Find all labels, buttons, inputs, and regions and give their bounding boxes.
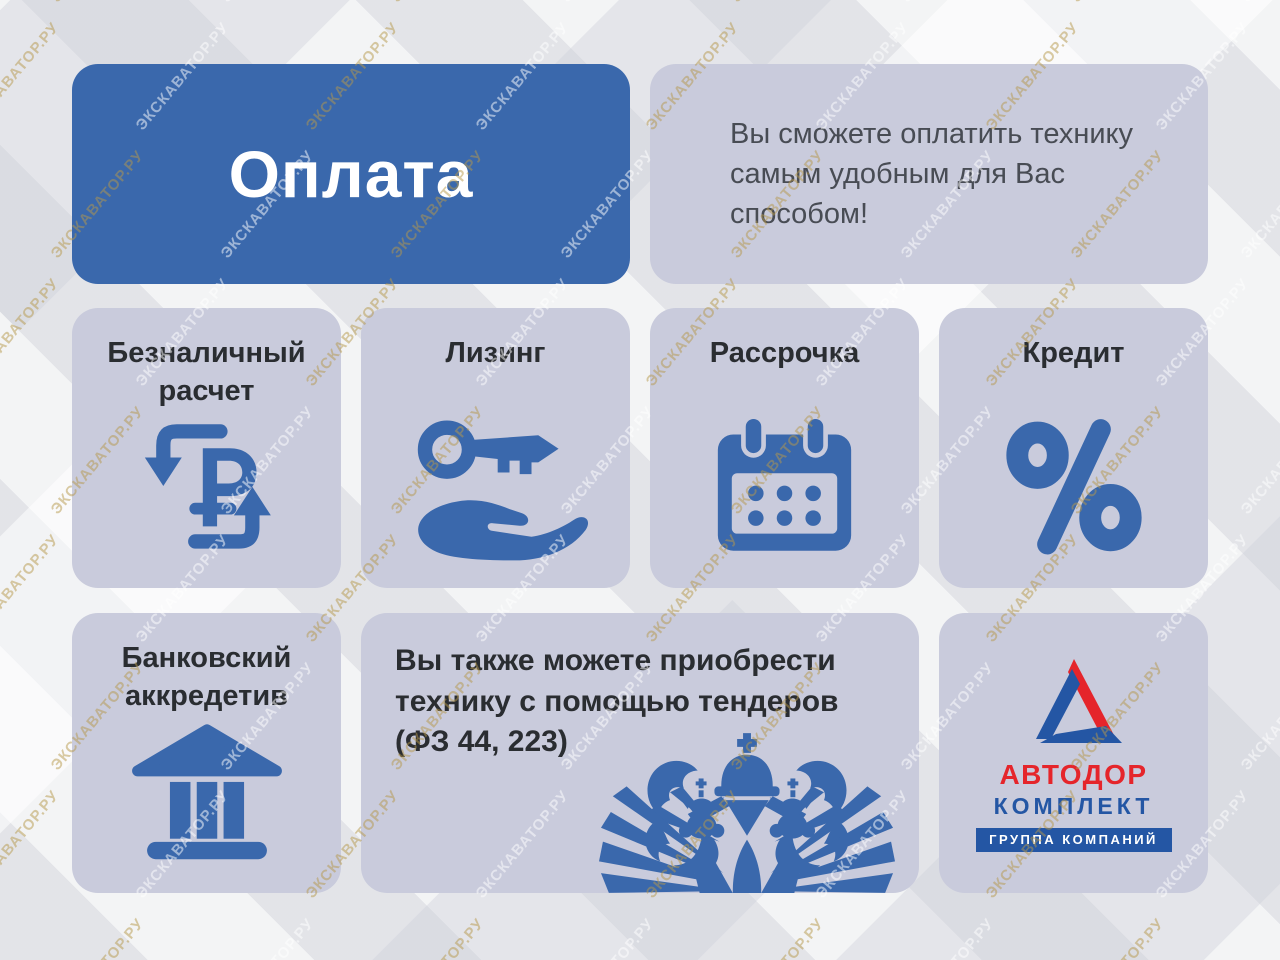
tender-text: Вы также можете приобрести технику с пом… — [395, 644, 839, 758]
percent-icon — [939, 400, 1208, 572]
company-logo-card: АВТОДОР КОМПЛЕКТ ГРУППА КОМПАНИЙ — [939, 613, 1208, 893]
page-title: Оплата — [228, 137, 474, 211]
payment-card-label: Банковский аккредетив — [121, 642, 292, 713]
brand-tagline: ГРУППА КОМПАНИЙ — [975, 828, 1172, 852]
payment-card-credit: Кредит — [939, 308, 1208, 588]
double-headed-eagle-icon — [599, 733, 895, 893]
brand-name-line1: АВТОДОР — [999, 759, 1148, 790]
title-card: Оплата — [72, 64, 630, 284]
key-in-hand-icon — [361, 400, 630, 572]
payment-card-label: Лизинг — [445, 337, 546, 369]
intro-card: Вы сможете оплатить технику самым удобны… — [650, 64, 1208, 284]
calendar-icon — [650, 400, 919, 572]
ruble-exchange-icon — [72, 400, 341, 572]
payment-card-label: Кредит — [1022, 337, 1125, 369]
payment-card-leasing: Лизинг — [361, 308, 630, 588]
payment-card-cashless: Безналичный расчет — [72, 308, 341, 588]
bank-icon — [72, 705, 341, 877]
payment-card-label: Безналичный расчет — [107, 337, 306, 408]
brand-name-line2: КОМПЛЕКТ — [993, 793, 1154, 819]
payment-card-installments: Рассрочка — [650, 308, 919, 588]
payment-card-label: Рассрочка — [709, 337, 860, 369]
triangle-logo-icon — [1035, 659, 1122, 743]
tender-card: Вы также можете приобрести технику с пом… — [361, 613, 919, 893]
intro-text: Вы сможете оплатить технику самым удобны… — [730, 117, 1134, 230]
payment-card-letter-of-credit: Банковский аккредетив — [72, 613, 341, 893]
